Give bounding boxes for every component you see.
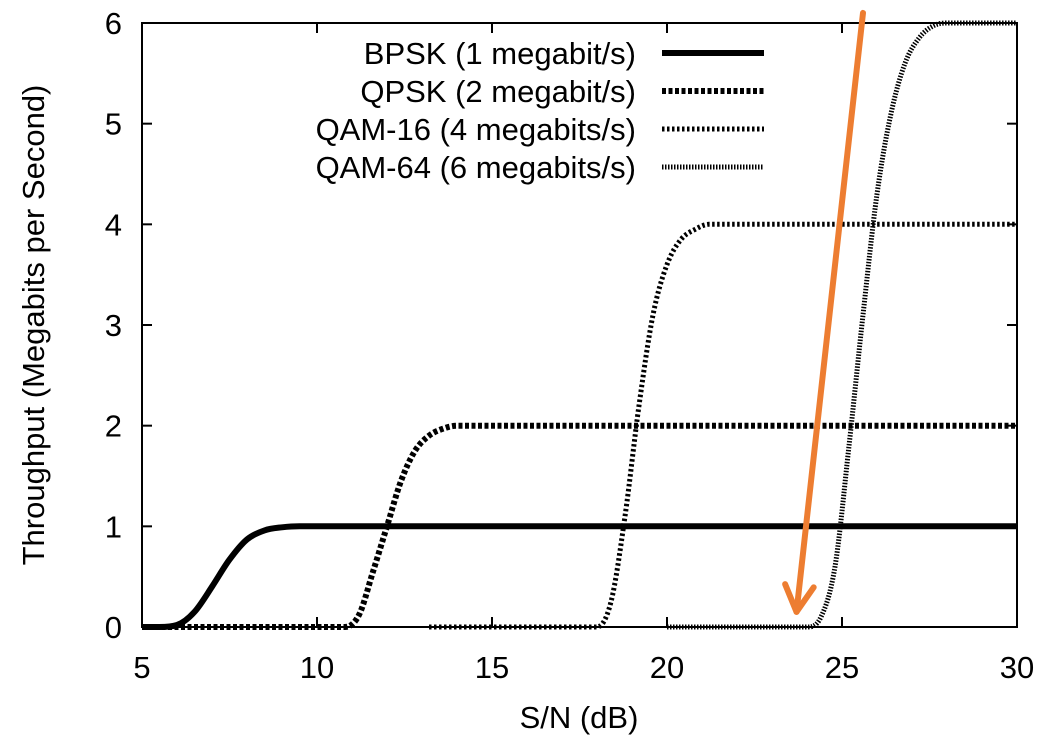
legend-label: QPSK (2 megabit/s) [360, 74, 636, 109]
y-tick-label: 3 [105, 308, 122, 343]
legend-label: QAM-16 (4 megabits/s) [316, 112, 636, 147]
x-tick-label: 5 [133, 650, 150, 685]
y-tick-label: 6 [105, 6, 122, 41]
x-axis-label: S/N (dB) [520, 700, 639, 735]
x-axis-ticks: 5 10 15 20 25 30 [133, 23, 1034, 685]
x-tick-label: 20 [650, 650, 684, 685]
x-tick-label: 25 [825, 650, 859, 685]
legend-label: BPSK (1 megabit/s) [364, 36, 636, 71]
y-axis-label: Throughput (Megabits per Second) [16, 85, 51, 566]
y-axis-ticks: 0 1 2 3 4 5 6 [105, 6, 1017, 645]
x-tick-label: 10 [300, 650, 334, 685]
series-line-2 [429, 221, 1017, 630]
legend-label: QAM-64 (6 megabits/s) [316, 150, 636, 185]
y-tick-label: 1 [105, 509, 122, 544]
y-tick-label: 0 [105, 610, 122, 645]
annotation-layer [782, 9, 866, 615]
series-line-3 [667, 20, 1017, 630]
arrow-head [782, 581, 817, 615]
arrow-shaft [793, 9, 866, 615]
x-tick-label: 15 [475, 650, 509, 685]
series-line-0 [142, 523, 1017, 630]
x-tick-label: 30 [1000, 650, 1034, 685]
y-tick-label: 4 [105, 207, 122, 242]
y-tick-label: 2 [105, 409, 122, 444]
y-tick-label: 5 [105, 107, 122, 142]
legend: BPSK (1 megabit/s)QPSK (2 megabit/s)QAM-… [316, 36, 764, 185]
